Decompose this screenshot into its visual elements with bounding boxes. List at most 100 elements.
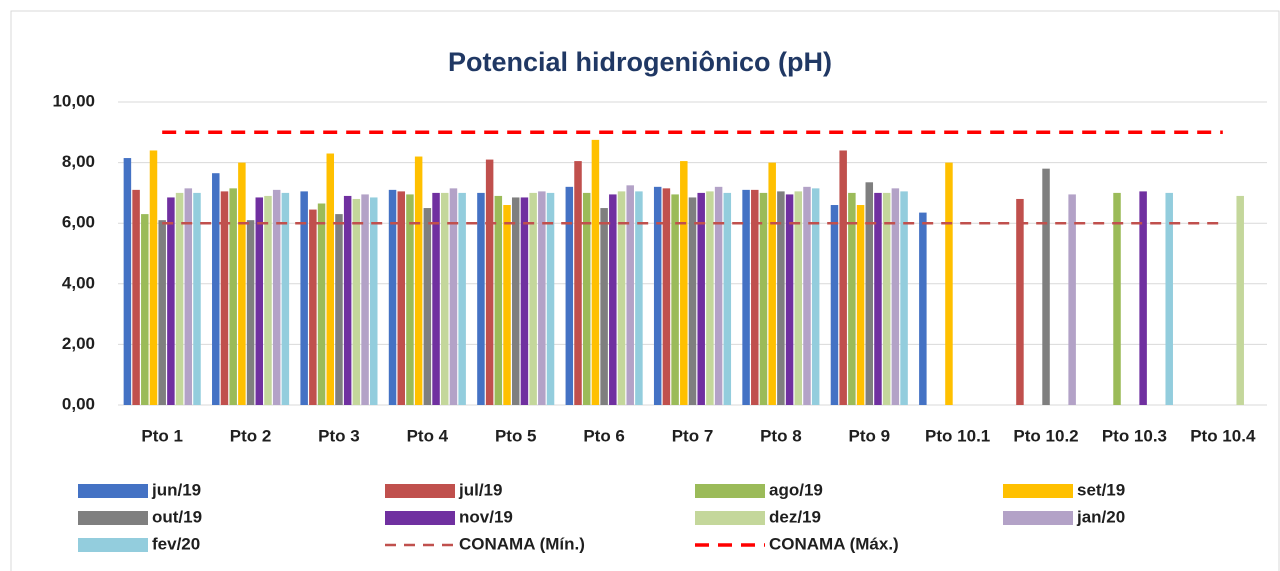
bar [397,191,405,405]
bar [538,191,546,405]
bar [688,197,697,405]
bar [626,185,634,405]
bar [546,192,555,405]
bar [662,188,671,405]
legend-label: nov/19 [459,507,513,526]
legend-label: CONAMA (Máx.) [769,534,899,553]
bar [653,186,662,405]
bar [803,186,811,405]
legend-swatch [695,511,765,525]
legend-label: jul/19 [458,480,502,499]
bar [238,162,246,405]
legend-label: ago/19 [769,480,823,499]
bar [503,205,511,405]
bar [440,192,449,405]
y-tick-label: 0,00 [62,394,95,413]
x-tick-label: Pto 10.3 [1102,426,1167,445]
legend-swatch [1003,484,1073,498]
bar [281,192,290,405]
legend-swatch [1003,511,1073,525]
bar [255,197,264,405]
legend-label: jan/20 [1076,507,1125,526]
bar [591,139,600,405]
legend-swatch [78,484,148,498]
bar [529,192,537,405]
bar [458,192,466,405]
legend-label: CONAMA (Mín.) [459,534,585,553]
bar [1165,192,1173,405]
bar [432,192,440,405]
bar [777,191,785,405]
bar [768,162,776,405]
x-tick-label: Pto 5 [495,426,537,445]
bar [1042,168,1050,405]
bar [485,159,494,405]
bar [882,192,891,405]
bar [1139,191,1147,405]
bar [714,186,723,405]
bar [919,212,927,405]
bar [900,191,908,405]
bar [511,197,520,405]
bar [343,195,352,405]
bar [477,192,485,405]
bar [300,191,308,405]
x-tick-label: Pto 3 [318,426,360,445]
bar [742,189,750,405]
legend-label: dez/19 [769,507,821,526]
bar [785,194,794,405]
x-tick-label: Pto 9 [848,426,890,445]
bar [635,191,643,405]
legend-swatch [78,538,148,552]
y-tick-label: 4,00 [62,273,95,292]
bar [574,161,582,405]
bar [856,205,865,405]
x-tick-label: Pto 10.4 [1190,426,1256,445]
bar [212,173,220,405]
bar [617,191,626,405]
x-tick-label: Pto 6 [583,426,625,445]
bar [723,192,732,405]
bar [193,192,201,405]
bar [520,197,529,405]
y-tick-label: 8,00 [62,152,95,171]
bar [406,194,414,405]
x-tick-label: Pto 10.2 [1013,426,1078,445]
bar [132,189,140,405]
bar [449,188,458,405]
bar [874,192,882,405]
bar [671,194,679,405]
bar [680,161,688,405]
bar [1016,198,1024,405]
bar [848,192,856,405]
bar [326,153,335,405]
bar [600,208,608,405]
bar [167,197,175,405]
bar [220,191,229,405]
x-tick-label: Pto 7 [672,426,714,445]
bar [945,162,953,405]
bar [891,188,900,405]
bar [423,208,432,405]
bar [317,203,326,405]
bar [149,150,158,405]
y-tick-label: 2,00 [62,334,95,353]
bar [141,214,149,405]
bar [1236,195,1244,405]
y-tick-label: 6,00 [62,213,95,232]
bar [865,182,874,405]
bar [794,191,803,405]
legend-swatch [385,511,455,525]
bar [414,156,423,405]
bar [565,186,574,405]
legend-swatch [385,484,455,498]
bar [264,195,272,405]
x-tick-label: Pto 1 [141,426,183,445]
bar [706,191,714,405]
x-tick-label: Pto 8 [760,426,802,445]
bar [697,192,705,405]
bar [335,214,343,405]
x-tick-label: Pto 10.1 [925,426,990,445]
bar [582,192,591,405]
